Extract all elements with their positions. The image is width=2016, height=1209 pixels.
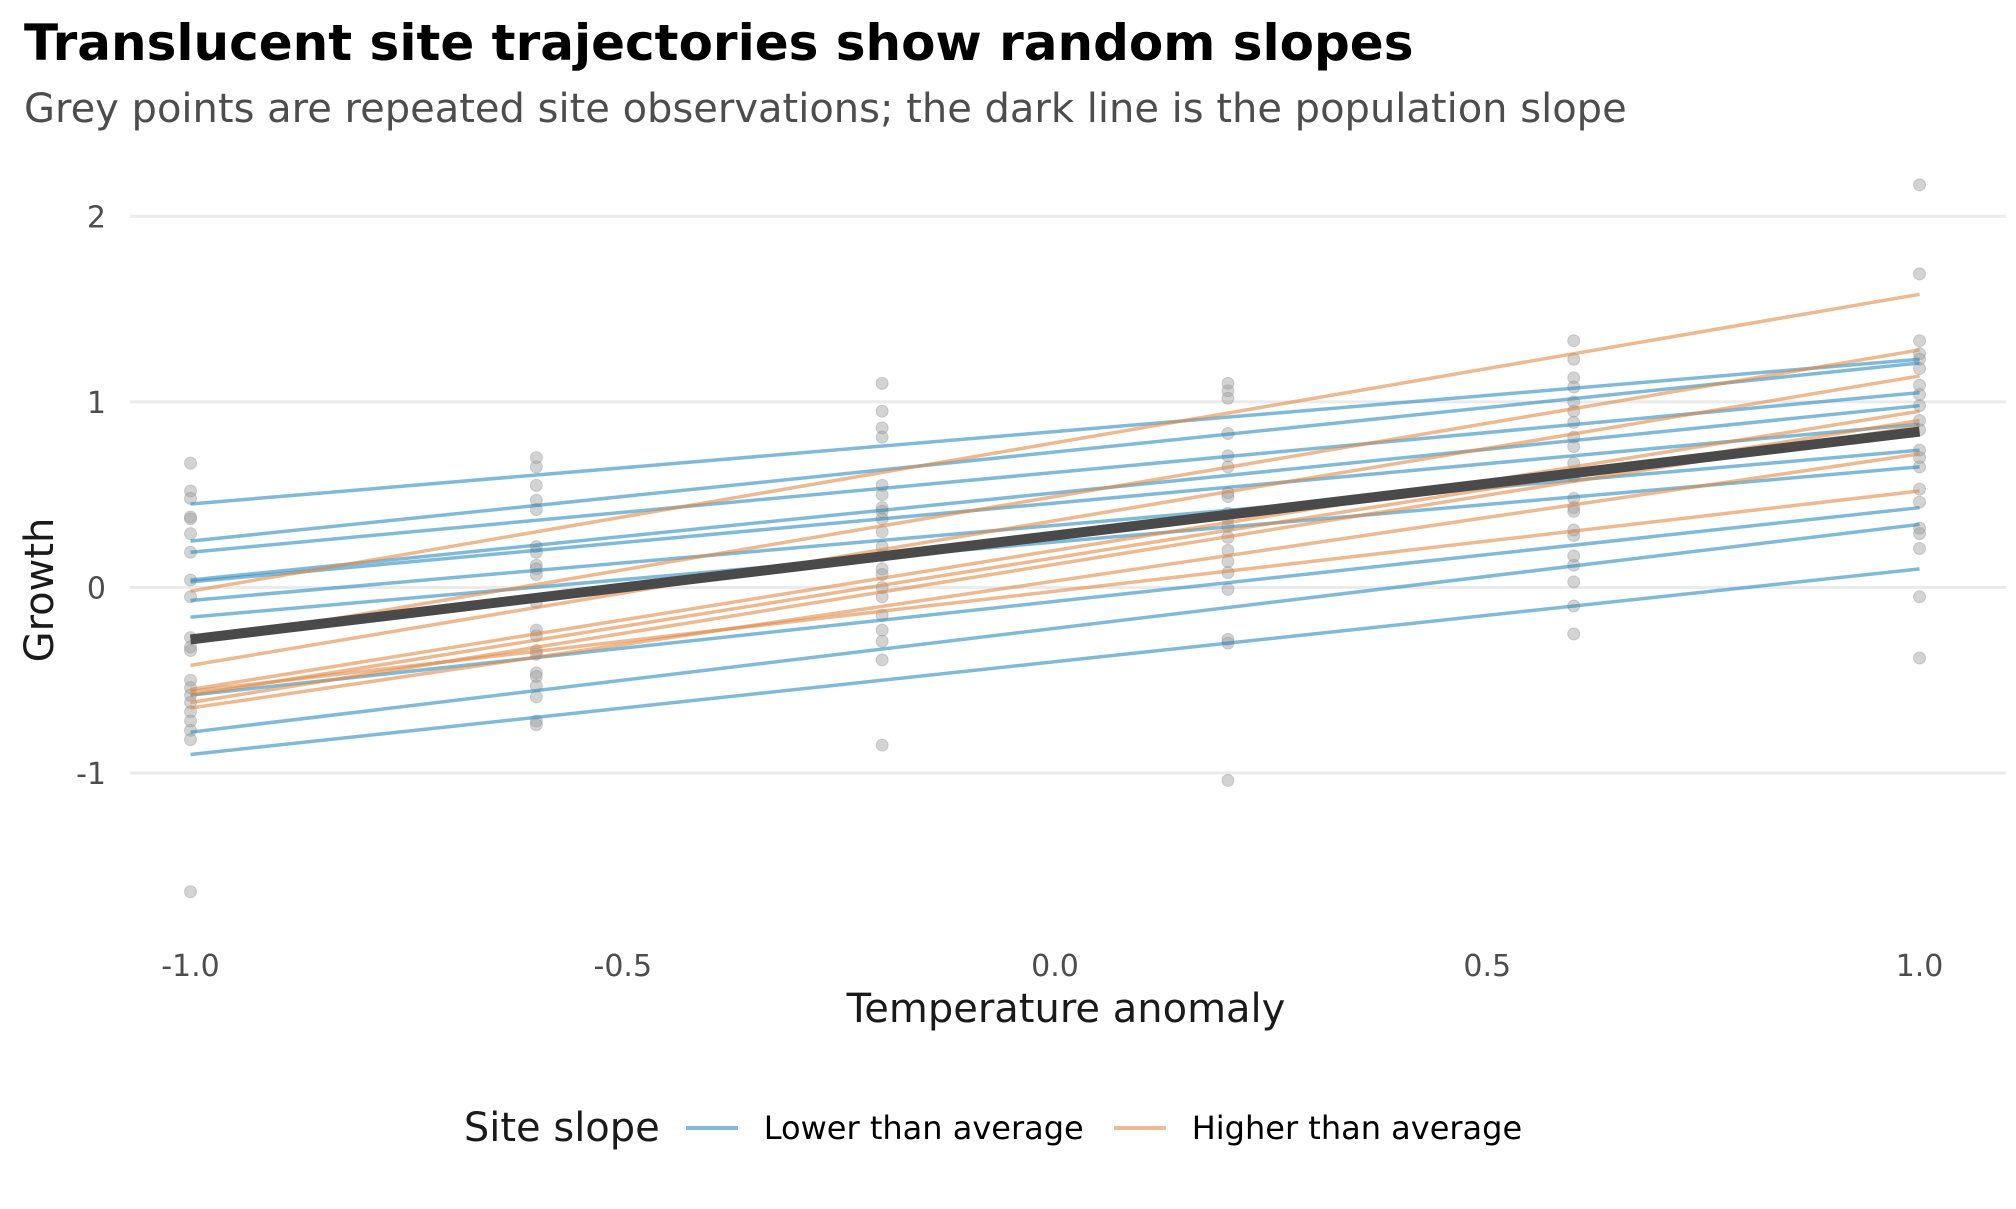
observation-point	[184, 885, 198, 899]
observation-point	[875, 653, 889, 667]
observation-point	[875, 430, 889, 444]
site-lines	[190, 292, 1920, 757]
y-axis-title: Growth	[17, 518, 63, 663]
observation-point	[1567, 371, 1581, 385]
legend-title: Site slope	[463, 1105, 660, 1151]
observation-point	[875, 623, 889, 637]
y-tick-label: 2	[87, 200, 106, 235]
site-line-lower	[190, 422, 1920, 584]
observation-point	[1567, 334, 1581, 348]
observation-point	[529, 460, 543, 474]
site-line-lower	[190, 361, 1920, 543]
x-tick-label: 0.5	[1463, 949, 1511, 984]
x-axis-ticks: -1.0 -0.5 0.0 0.5 1.0	[161, 949, 1943, 984]
observation-point	[1913, 651, 1927, 665]
observation-point	[1913, 378, 1927, 392]
observation-point	[529, 666, 543, 680]
legend-label-lower: Lower than average	[763, 1109, 1084, 1147]
observation-point	[529, 670, 543, 684]
observation-point	[1567, 549, 1581, 563]
legend-label-higher: Higher than average	[1191, 1109, 1523, 1147]
x-axis-title: Temperature anomaly	[846, 986, 1286, 1032]
observation-point	[875, 634, 889, 648]
observation-point	[184, 527, 198, 541]
observation-point	[1913, 495, 1927, 509]
x-tick-label: 0.0	[1031, 949, 1079, 984]
x-tick-label: -0.5	[594, 949, 653, 984]
observation-point	[1221, 582, 1235, 596]
site-line-lower	[190, 448, 1920, 603]
observation-point	[1221, 376, 1235, 390]
observation-point	[1913, 362, 1927, 376]
observation-point	[1221, 384, 1235, 398]
site-line-lower	[190, 390, 1920, 554]
observation-point	[1913, 542, 1927, 556]
observation-point	[529, 478, 543, 492]
site-line-lower	[190, 567, 1920, 757]
y-tick-label: 0	[87, 571, 106, 606]
site-line-higher	[190, 489, 1920, 694]
x-tick-label: 1.0	[1896, 949, 1944, 984]
population-line	[189, 426, 1921, 645]
observation-point	[1913, 178, 1927, 192]
observation-point	[184, 673, 198, 687]
y-tick-label: 1	[87, 386, 106, 421]
observation-point	[1913, 527, 1927, 541]
observation-point	[875, 404, 889, 418]
site-line-lower	[190, 505, 1920, 697]
chart-subtitle: Grey points are repeated site observatio…	[24, 86, 1627, 132]
observation-point	[1567, 504, 1581, 518]
observation-point	[184, 484, 198, 498]
legend-item-higher: Higher than average	[1113, 1109, 1523, 1147]
site-line-higher	[190, 452, 1920, 710]
observation-point	[184, 644, 198, 658]
observation-point	[1913, 590, 1927, 604]
legend: Site slope Lower than average Higher tha…	[0, 1105, 2016, 1151]
site-line-lower	[190, 403, 1920, 582]
observation-point	[184, 512, 198, 526]
observation-point	[1221, 391, 1235, 405]
observation-point	[1913, 482, 1927, 496]
observation-point	[875, 562, 889, 576]
chart-title: Translucent site trajectories show rando…	[24, 14, 1414, 72]
observation-point	[529, 451, 543, 465]
observation-point	[875, 376, 889, 390]
observation-point	[1567, 627, 1581, 641]
legend-item-lower: Lower than average	[685, 1109, 1084, 1147]
gridlines	[130, 214, 2006, 775]
site-line-lower	[190, 465, 1920, 619]
y-tick-label: -1	[76, 757, 106, 792]
population-line-group	[189, 426, 1921, 645]
site-line-lower	[190, 357, 1920, 506]
site-line-higher	[190, 348, 1920, 645]
observation-point	[1913, 267, 1927, 281]
site-line-higher	[190, 374, 1920, 668]
observation-point	[529, 718, 543, 732]
observation-point	[184, 510, 198, 524]
observation-point	[184, 714, 198, 728]
site-line-lower	[190, 522, 1920, 734]
observation-point	[184, 491, 198, 505]
observation-point	[875, 421, 889, 435]
legend-key-higher	[1113, 1126, 1166, 1130]
observation-point	[1913, 334, 1927, 348]
x-tick-label: -1.0	[161, 949, 220, 984]
y-axis-ticks: -1 0 1 2	[76, 200, 106, 792]
observation-point	[1221, 773, 1235, 787]
site-line-higher	[190, 409, 1920, 692]
site-line-higher	[190, 292, 1920, 593]
observation-point	[875, 738, 889, 752]
observation-point	[184, 733, 198, 747]
observation-point	[184, 456, 198, 470]
observation-point	[1567, 575, 1581, 589]
legend-key-lower	[685, 1126, 738, 1130]
